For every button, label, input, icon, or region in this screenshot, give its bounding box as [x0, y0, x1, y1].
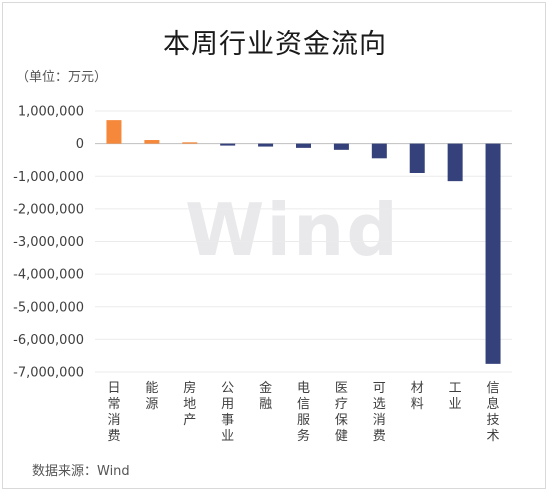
category-label: 材料 — [411, 381, 424, 412]
bar — [220, 143, 236, 146]
category-label: 工业 — [449, 381, 462, 412]
bar — [333, 143, 349, 150]
y-tick-label: -5,000,000 — [13, 300, 84, 315]
bar — [371, 143, 387, 159]
wind-watermark: Wind — [185, 188, 400, 272]
unit-label: （单位：万元） — [16, 70, 108, 85]
bar — [144, 140, 160, 144]
y-tick-label: -7,000,000 — [13, 366, 84, 381]
y-tick-label: -1,000,000 — [13, 170, 84, 185]
y-tick-label: 1,000,000 — [18, 105, 84, 120]
bar — [485, 143, 501, 364]
chart-frame — [2, 2, 546, 489]
category-label: 能源 — [145, 381, 158, 412]
category-label: 房地产 — [183, 380, 196, 428]
category-label: 医疗保健 — [335, 381, 348, 444]
y-tick-label: -4,000,000 — [13, 268, 84, 283]
chart-title: 本周行业资金流向 — [163, 29, 387, 60]
bar — [296, 143, 311, 148]
category-label: 可选消费 — [373, 381, 386, 444]
bar — [447, 143, 463, 182]
category-label: 公用事业 — [221, 381, 234, 444]
bar — [106, 120, 122, 144]
category-label: 信息技术 — [487, 381, 500, 444]
category-label: 电信服务 — [297, 381, 310, 444]
category-label: 金融 — [259, 380, 272, 412]
category-label: 日常消费 — [107, 381, 120, 444]
y-tick-label: -3,000,000 — [13, 235, 84, 250]
source-label: 数据来源：Wind — [32, 464, 130, 479]
y-tick-label: -6,000,000 — [13, 333, 84, 348]
bar — [258, 143, 274, 147]
bar — [409, 143, 425, 173]
bar — [182, 142, 198, 144]
y-tick-label: 0 — [76, 137, 84, 152]
y-tick-label: -2,000,000 — [13, 202, 84, 217]
